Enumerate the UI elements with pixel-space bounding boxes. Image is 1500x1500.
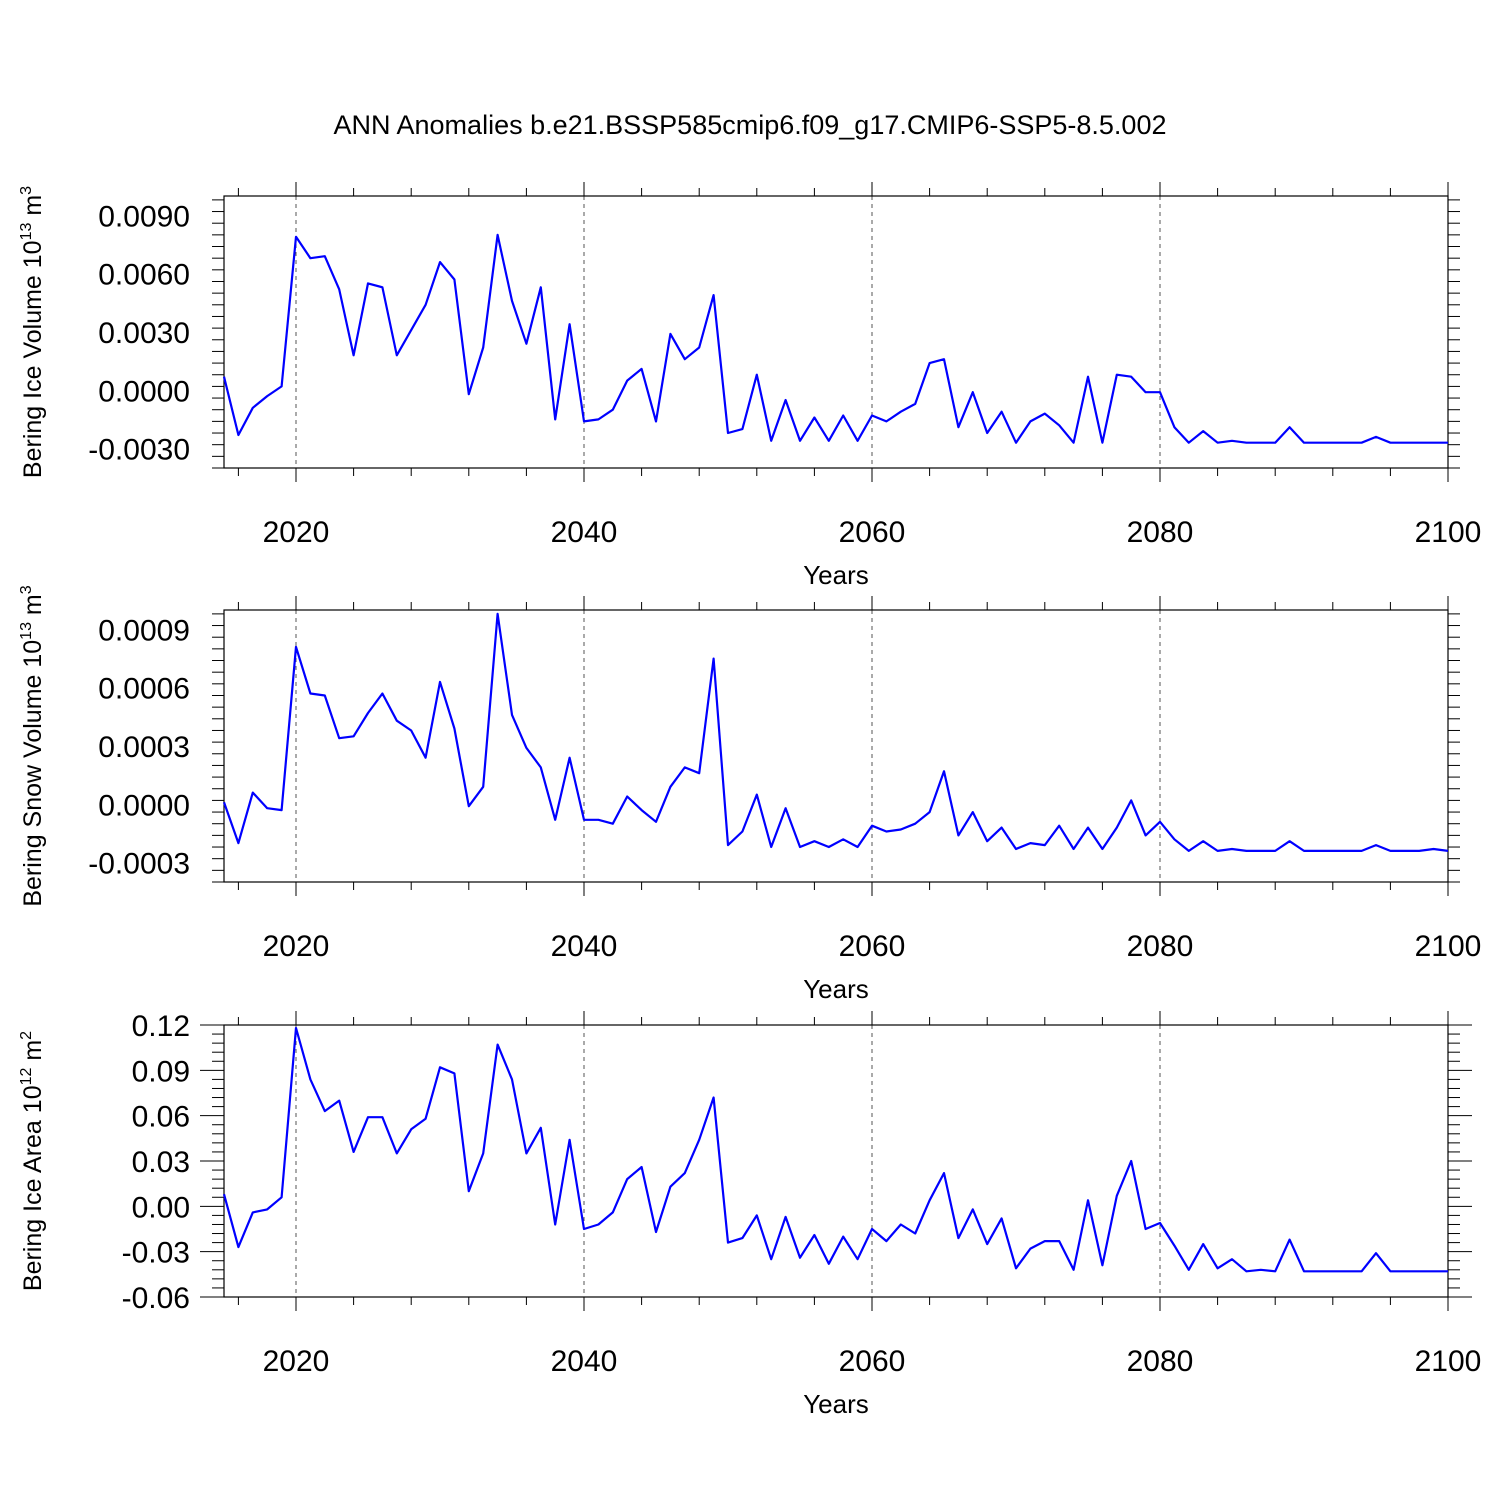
y-axis-label: Bering Snow Volume 1013 m3: [18, 585, 47, 906]
x-tick-label: 2080: [1127, 516, 1194, 549]
y-tick-label: 0.03: [132, 1146, 190, 1179]
y-tick-label: -0.03: [122, 1237, 190, 1270]
x-axis-label: Years: [803, 560, 869, 590]
y-tick-label: 0.0003: [98, 731, 190, 764]
y-tick-label: 0.09: [132, 1055, 190, 1088]
panel-2: 2020 2040 2060 2080 2100 Years 0.0009 0.0006 0.0…: [18, 585, 1481, 1004]
x-tick-label: 2080: [1127, 1345, 1194, 1378]
y-tick-label: 0.06: [132, 1101, 190, 1134]
y-tick-label: 0.0090: [98, 200, 190, 233]
x-axis-label: Years: [803, 1389, 869, 1419]
x-tick-label: 2100: [1415, 930, 1482, 963]
y-axis-label: Bering Ice Volume 1013 m3: [18, 186, 47, 478]
x-tick-label: 2060: [839, 930, 906, 963]
series-line: [222, 612, 1449, 853]
y-tick-label: -0.0003: [88, 848, 190, 881]
x-tick-label: 2040: [551, 1345, 618, 1378]
panel-1: 2020 2040 2060 2080 2100 Years 0.0090 0.0060 0.0…: [18, 182, 1481, 590]
y-tick-label: 0.0006: [98, 673, 190, 706]
y-axis-label: Bering Ice Area 1012 m2: [18, 1031, 47, 1291]
plot-frame: [223, 1024, 1449, 1298]
y-tick-label: 0.12: [132, 1010, 190, 1043]
x-tick-label: 2020: [263, 1345, 330, 1378]
plot-frame: [223, 195, 1449, 469]
x-tick-label: 2040: [551, 516, 618, 549]
plot-frame: [223, 609, 1449, 883]
y-tick-label: 0.0060: [98, 259, 190, 292]
x-tick-label: 2080: [1127, 930, 1194, 963]
y-tick-label: 0.0000: [98, 375, 190, 408]
y-tick-label: 0.0030: [98, 317, 190, 350]
x-tick-label: 2100: [1415, 516, 1482, 549]
x-tick-label: 2020: [263, 516, 330, 549]
y-tick-label: 0.00: [132, 1191, 190, 1224]
x-tick-label: 2060: [839, 1345, 906, 1378]
x-tick-label: 2100: [1415, 1345, 1482, 1378]
y-tick-label: 0.0009: [98, 614, 190, 647]
series-line: [222, 233, 1448, 444]
x-tick-label: 2020: [263, 930, 330, 963]
chart-title: ANN Anomalies b.e21.BSSP585cmip6.f09_g17…: [334, 110, 1167, 140]
x-tick-label: 2040: [551, 930, 618, 963]
x-tick-label: 2060: [839, 516, 906, 549]
x-axis-label: Years: [803, 974, 869, 1004]
series-line: [222, 1026, 1448, 1273]
y-tick-label: -0.06: [122, 1282, 190, 1315]
y-tick-label: -0.0030: [88, 434, 190, 467]
panel-3: 2020 2040 2060 2080 2100 Years 0.12 0.09 0.06 0.0…: [18, 1010, 1481, 1419]
y-tick-label: 0.0000: [98, 789, 190, 822]
